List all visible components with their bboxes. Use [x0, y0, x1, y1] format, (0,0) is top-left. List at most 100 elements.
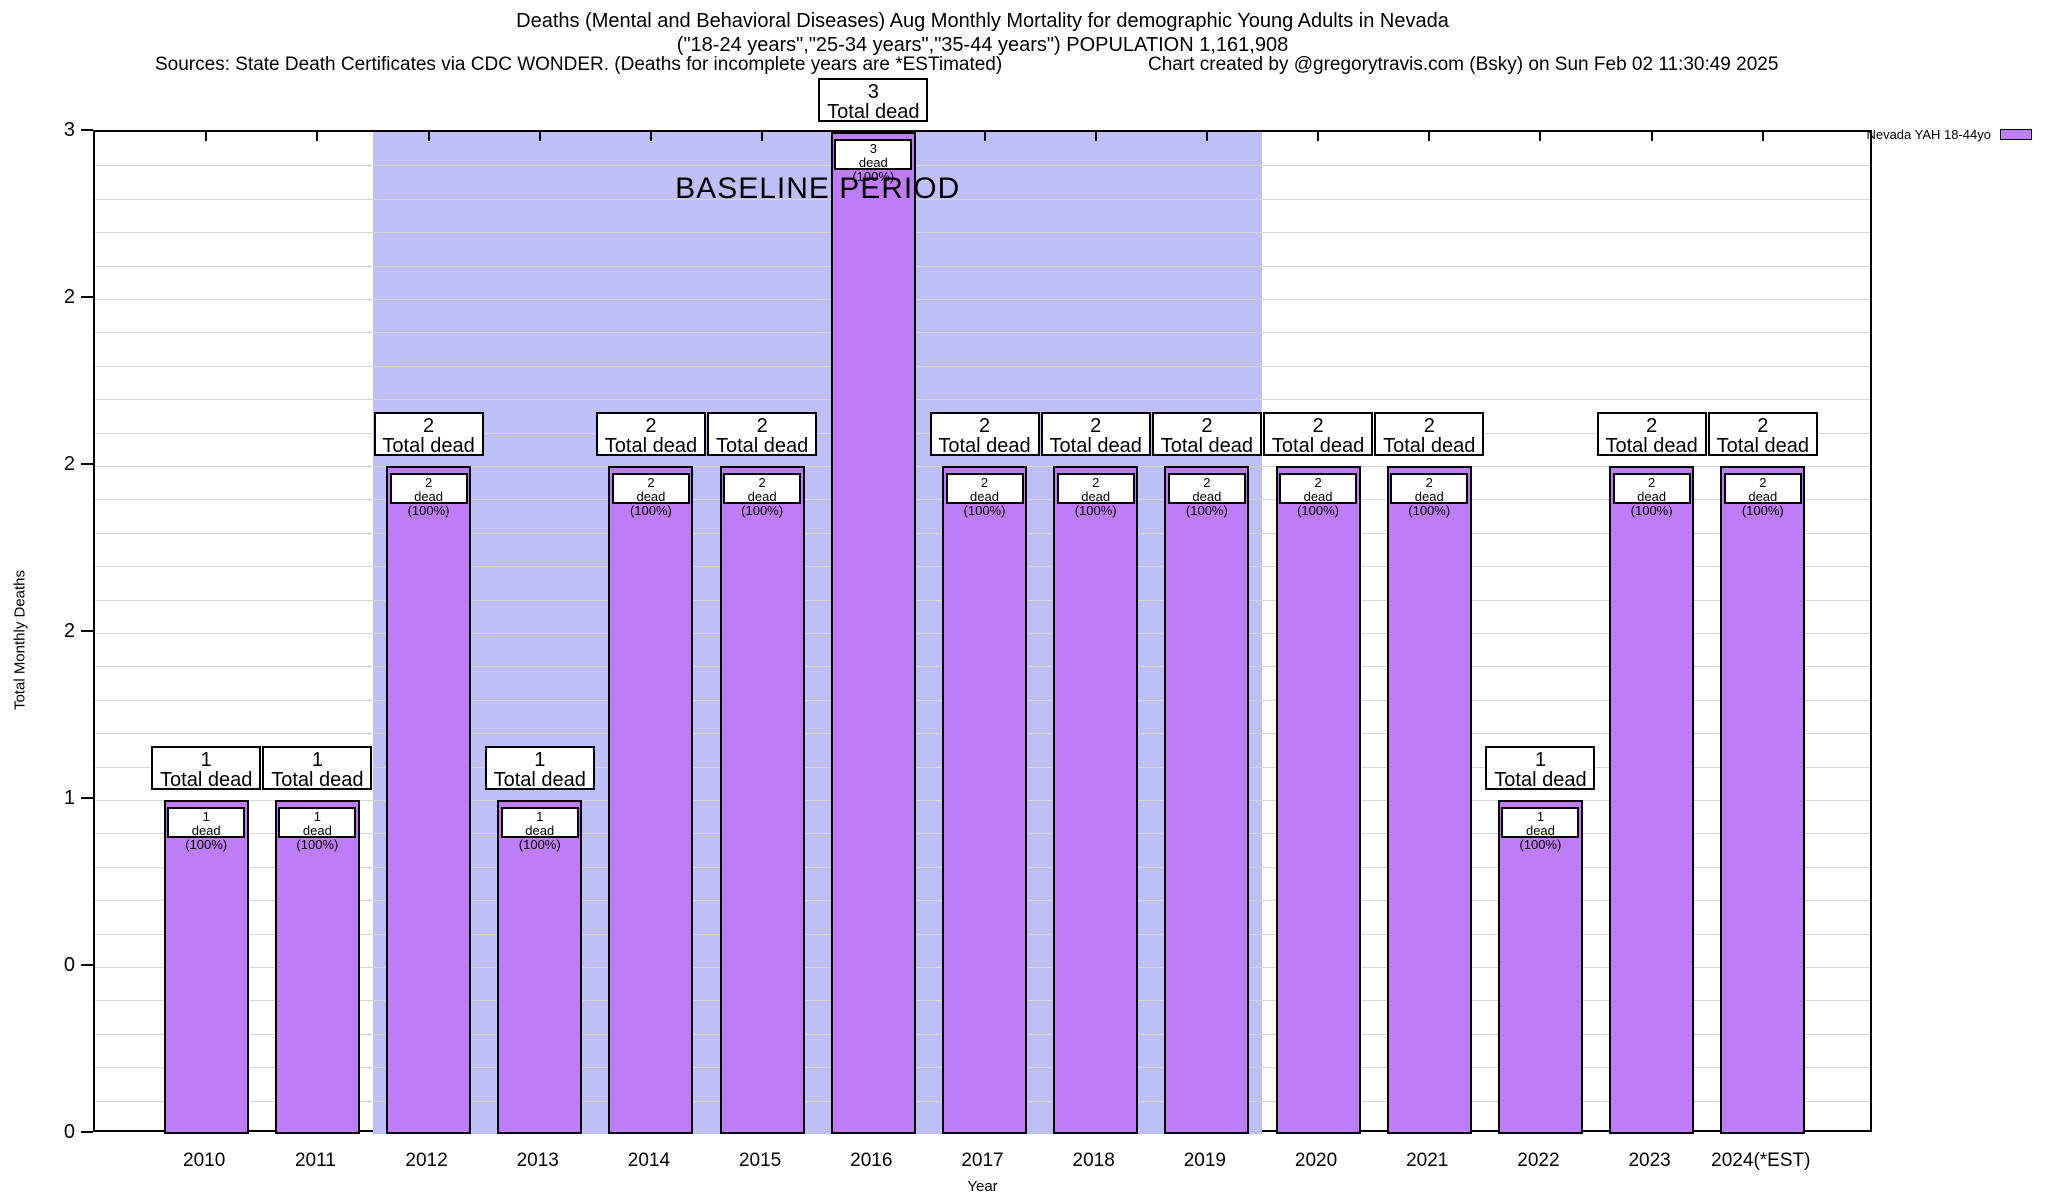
bar-2015	[719, 466, 805, 1134]
bar-2018	[1053, 466, 1139, 1134]
bar-inner-label-2012: 2 dead (100%)	[389, 473, 468, 518]
bar-inner-label-2021: 2 dead (100%)	[1390, 473, 1469, 518]
y-tick	[81, 296, 93, 298]
bar-2020	[1275, 466, 1361, 1134]
bar-total-label-2021: 2 Total dead	[1374, 412, 1485, 456]
x-tick-label: 2017	[961, 1150, 1004, 1171]
sources-note: Sources: State Death Certificates via CD…	[155, 54, 1003, 75]
y-tick-label: 0	[63, 1121, 75, 1143]
bar-total-label-2018: 2 Total dead	[1040, 412, 1151, 456]
bar-total-label-2015: 2 Total dead	[707, 412, 818, 456]
bar-total-label-2023: 2 Total dead	[1596, 412, 1707, 456]
bar-inner-label-2019: 2 dead (100%)	[1167, 473, 1246, 518]
bar-inner-label-2020: 2 dead (100%)	[1279, 473, 1358, 518]
x-tick-top	[983, 132, 986, 141]
bar-inner-label-2011: 1 dead (100%)	[278, 807, 357, 852]
bar-total-label-2011: 1 Total dead	[262, 746, 373, 790]
bar-total-label-2019: 2 Total dead	[1151, 412, 1262, 456]
x-tick-label: 2013	[516, 1150, 559, 1171]
x-tick-top	[427, 132, 430, 141]
bar-2012	[386, 466, 472, 1134]
y-tick	[81, 129, 93, 131]
x-tick-label: 2016	[850, 1150, 893, 1171]
bar-inner-label-2018: 2 dead (100%)	[1056, 473, 1135, 518]
y-tick	[81, 1131, 93, 1133]
y-tick-label: 2	[63, 286, 75, 308]
bar-inner-label-2017: 2 dead (100%)	[945, 473, 1024, 518]
y-tick-label: 3	[63, 119, 75, 141]
y-tick	[81, 463, 93, 465]
bar-2023	[1609, 466, 1695, 1134]
bar-total-label-2016: 3 Total dead	[818, 78, 929, 122]
x-tick-top	[1650, 132, 1653, 141]
y-tick-label: 0	[63, 954, 75, 976]
x-tick-top	[316, 132, 319, 141]
bar-total-label-2013: 1 Total dead	[484, 746, 595, 790]
x-tick-label: 2019	[1183, 1150, 1227, 1171]
bar-total-label-2017: 2 Total dead	[929, 412, 1040, 456]
chart-title: Deaths (Mental and Behavioral Diseases) …	[516, 10, 1449, 32]
x-tick-label: 2023	[1628, 1150, 1671, 1171]
bar-inner-label-2024(*EST): 2 dead (100%)	[1723, 473, 1802, 518]
bar-2013	[497, 800, 583, 1134]
gridline	[95, 365, 1870, 367]
y-tick	[81, 797, 93, 799]
bar-2011	[274, 800, 360, 1134]
x-tick-top	[1205, 132, 1208, 141]
x-tick-label: 2014	[627, 1150, 671, 1171]
x-tick-label: 2020	[1294, 1150, 1338, 1171]
bar-2024(*EST)	[1720, 466, 1806, 1134]
x-tick-top	[205, 132, 208, 141]
x-tick-top	[649, 132, 652, 141]
gridline	[95, 165, 1870, 167]
x-tick-top	[1761, 132, 1764, 141]
legend-label: Nevada YAH 18-44yo	[1866, 127, 1991, 142]
plot-area: 1 dead (100%) 1 Total dead 1 dead (100%) 1 Tota…	[93, 78, 1872, 1134]
bar-2022	[1497, 800, 1583, 1134]
gridline	[95, 399, 1870, 401]
y-tick-label: 2	[63, 453, 75, 475]
bar-inner-label-2014: 2 dead (100%)	[611, 473, 690, 518]
x-tick-top	[1428, 132, 1431, 141]
bar-inner-label-2022: 1 dead (100%)	[1501, 807, 1580, 852]
bar-total-label-2012: 2 Total dead	[373, 412, 484, 456]
bar-2016	[830, 132, 916, 1134]
bar-inner-label-2023: 2 dead (100%)	[1612, 473, 1691, 518]
bar-2014	[608, 466, 694, 1134]
legend: Nevada YAH 18-44yo	[1866, 127, 2032, 142]
bar-inner-label-2013: 1 dead (100%)	[500, 807, 579, 852]
bar-total-label-2020: 2 Total dead	[1263, 412, 1374, 456]
chart-subtitle: ("18-24 years","25-34 years","35-44 year…	[676, 34, 1289, 56]
x-tick-label: 2011	[294, 1150, 336, 1171]
x-tick-top	[761, 132, 764, 141]
y-tick-label: 1	[63, 787, 75, 809]
x-tick-label: 2015	[738, 1150, 782, 1171]
gridline	[95, 265, 1870, 267]
bar-2021	[1386, 466, 1472, 1134]
bar-2019	[1164, 466, 1250, 1134]
bar-inner-label-2015: 2 dead (100%)	[723, 473, 802, 518]
legend-swatch	[2000, 129, 2032, 140]
gridline	[95, 198, 1870, 200]
x-tick-label: 2018	[1072, 1150, 1115, 1171]
x-tick-label: 2010	[183, 1150, 226, 1171]
bar-total-label-2022: 1 Total dead	[1485, 746, 1596, 790]
bar-total-label-2024(*EST): 2 Total dead	[1707, 412, 1818, 456]
bar-total-label-2014: 2 Total dead	[595, 412, 706, 456]
gridline	[95, 299, 1870, 300]
gridline	[95, 232, 1870, 234]
gridline	[95, 332, 1870, 334]
x-tick-top	[1539, 132, 1542, 141]
x-tick-top	[1317, 132, 1320, 141]
x-tick-top	[1094, 132, 1097, 141]
bar-inner-label-2016: 3 dead (100%)	[834, 139, 913, 184]
bar-2010	[163, 800, 249, 1134]
bar-inner-label-2010: 1 dead (100%)	[167, 807, 246, 852]
y-tick	[81, 630, 93, 632]
baseline-period-label: BASELINE PERIOD	[675, 172, 961, 205]
credit-note: Chart created by @gregorytravis.com (Bsk…	[1148, 54, 1779, 75]
y-tick	[81, 964, 93, 966]
x-tick-label: 2024(*EST)	[1711, 1150, 1811, 1171]
y-tick-label: 2	[63, 620, 75, 642]
